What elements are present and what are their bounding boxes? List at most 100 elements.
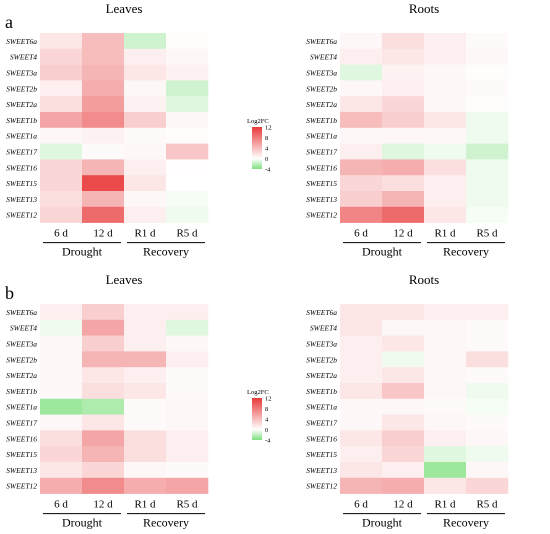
- gene-label: SWEET16: [306, 163, 337, 172]
- column-label: 6 d: [354, 228, 368, 240]
- heatmap-cell: [466, 175, 509, 192]
- colorbar-title: Log2FC: [247, 118, 269, 125]
- column-label: R1 d: [134, 228, 156, 240]
- heatmap-cell: [40, 159, 83, 176]
- colorbar: [252, 398, 262, 440]
- heatmap-cell: [382, 64, 425, 81]
- heatmap-cell: [340, 398, 383, 415]
- heatmap-cell: [82, 175, 125, 192]
- heatmap-cell: [424, 462, 467, 479]
- heatmap-cell: [340, 206, 383, 223]
- heatmap-cell: [124, 127, 167, 144]
- gene-label: SWEET6a: [6, 37, 37, 46]
- group-label: Recovery: [443, 516, 489, 530]
- heatmap-cell: [82, 462, 125, 479]
- heatmap-cell: [124, 462, 167, 479]
- column-label: R1 d: [434, 228, 456, 240]
- group-label: Drought: [362, 516, 403, 530]
- heatmap-cell: [82, 127, 125, 144]
- heatmap-cell: [340, 143, 383, 160]
- heatmap-cell: [40, 127, 83, 144]
- heatmap-cell: [382, 351, 425, 368]
- heatmap-cell: [382, 383, 425, 400]
- heatmap-cell: [340, 351, 383, 368]
- gene-label: SWEET2b: [306, 84, 337, 93]
- heatmap-cell: [124, 191, 167, 208]
- heatmap-cell: [424, 143, 467, 160]
- heatmap-cell: [340, 335, 383, 352]
- gene-label: SWEET1b: [6, 116, 37, 125]
- heatmap-cell: [424, 319, 467, 336]
- chart-title: Roots: [409, 272, 439, 287]
- heatmap-cell: [166, 64, 209, 81]
- heatmap-cell: [124, 367, 167, 384]
- heatmap-cell: [382, 48, 425, 65]
- heatmap-cell: [82, 477, 125, 494]
- heatmap-cell: [340, 159, 383, 176]
- colorbar-tick: 12: [265, 396, 272, 403]
- heatmap-cell: [40, 80, 83, 97]
- heatmap-cell: [466, 112, 509, 129]
- heatmap-cell: [82, 383, 125, 400]
- heatmap-cell: [340, 48, 383, 65]
- heatmap-cell: [40, 64, 83, 81]
- colorbar-tick: 8: [265, 135, 268, 142]
- colorbar-tick: 8: [265, 406, 268, 413]
- column-label: 12 d: [393, 228, 413, 240]
- column-label: R5 d: [176, 499, 198, 511]
- heatmap-cell: [424, 335, 467, 352]
- heatmap-cell: [424, 477, 467, 494]
- gene-label: SWEET15: [306, 179, 337, 188]
- gene-label: SWEET16: [6, 434, 37, 443]
- gene-label: SWEET17: [306, 148, 337, 157]
- heatmap-cell: [340, 367, 383, 384]
- gene-label: SWEET2a: [306, 100, 337, 109]
- gene-label: SWEET4: [10, 324, 37, 333]
- gene-label: SWEET12: [306, 482, 337, 491]
- heatmap-cell: [166, 414, 209, 431]
- heatmap-cell: [82, 80, 125, 97]
- heatmap-cell: [424, 112, 467, 129]
- heatmap-cell: [166, 335, 209, 352]
- heatmap-cell: [382, 304, 425, 321]
- heatmap-cell: [340, 175, 383, 192]
- heatmap-cell: [82, 206, 125, 223]
- gene-label: SWEET6a: [6, 308, 37, 317]
- gene-label: SWEET15: [6, 450, 37, 459]
- chart-title: Roots: [409, 1, 439, 16]
- column-label: R5 d: [176, 228, 198, 240]
- colorbar-tick: 12: [265, 125, 272, 132]
- heatmap-cell: [40, 398, 83, 415]
- gene-label: SWEET15: [306, 450, 337, 459]
- heatmap-cell: [424, 64, 467, 81]
- gene-label: SWEET3a: [6, 340, 37, 349]
- heatmap-cell: [424, 48, 467, 65]
- heatmap-cell: [124, 304, 167, 321]
- heatmap-cell: [166, 319, 209, 336]
- group-label: Recovery: [443, 245, 489, 259]
- heatmap-cell: [40, 430, 83, 447]
- chart-title: Leaves: [106, 1, 143, 16]
- heatmap-cell: [340, 96, 383, 113]
- heatmap-cell: [124, 143, 167, 160]
- heatmap-cell: [424, 398, 467, 415]
- heatmap-cell: [424, 96, 467, 113]
- heatmap-cell: [124, 112, 167, 129]
- gene-label: SWEET6a: [306, 37, 337, 46]
- colorbar-tick: -4: [265, 438, 271, 445]
- colorbar-tick: -4: [265, 167, 271, 174]
- heatmap-cell: [424, 304, 467, 321]
- heatmap-cell: [124, 335, 167, 352]
- heatmap-cell: [166, 351, 209, 368]
- heatmap-cell: [166, 112, 209, 129]
- gene-label: SWEET16: [306, 434, 337, 443]
- heatmap-cell: [466, 159, 509, 176]
- heatmap-cell: [124, 446, 167, 463]
- heatmap-cell: [424, 159, 467, 176]
- heatmap-cell: [340, 414, 383, 431]
- heatmap-cell: [424, 80, 467, 97]
- heatmap-cell: [466, 446, 509, 463]
- gene-label: SWEET2b: [306, 355, 337, 364]
- heatmap-cell: [466, 191, 509, 208]
